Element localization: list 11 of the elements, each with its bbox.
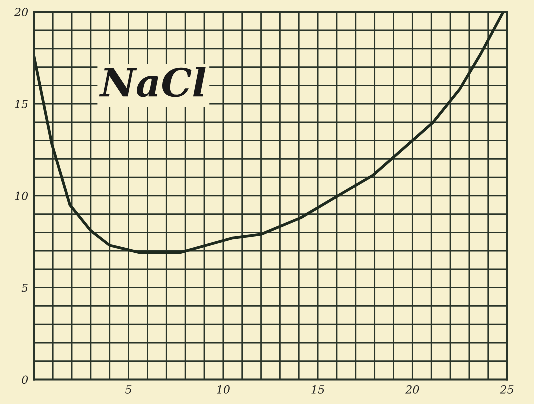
annotation: NaCl bbox=[99, 67, 206, 98]
x-tick-label: 25 bbox=[500, 386, 514, 394]
x-tick-label: 10 bbox=[217, 386, 230, 394]
y-tick-label: 20 bbox=[14, 8, 28, 16]
y-tick-label: 5 bbox=[22, 284, 28, 292]
y-tick-label: 10 bbox=[15, 192, 28, 200]
x-tick-label: 20 bbox=[406, 386, 420, 394]
y-tick-label: 15 bbox=[15, 100, 28, 108]
x-tick-label: 15 bbox=[312, 386, 324, 394]
y-tick-label: 0 bbox=[22, 376, 28, 384]
x-tick-label: 5 bbox=[126, 386, 132, 394]
